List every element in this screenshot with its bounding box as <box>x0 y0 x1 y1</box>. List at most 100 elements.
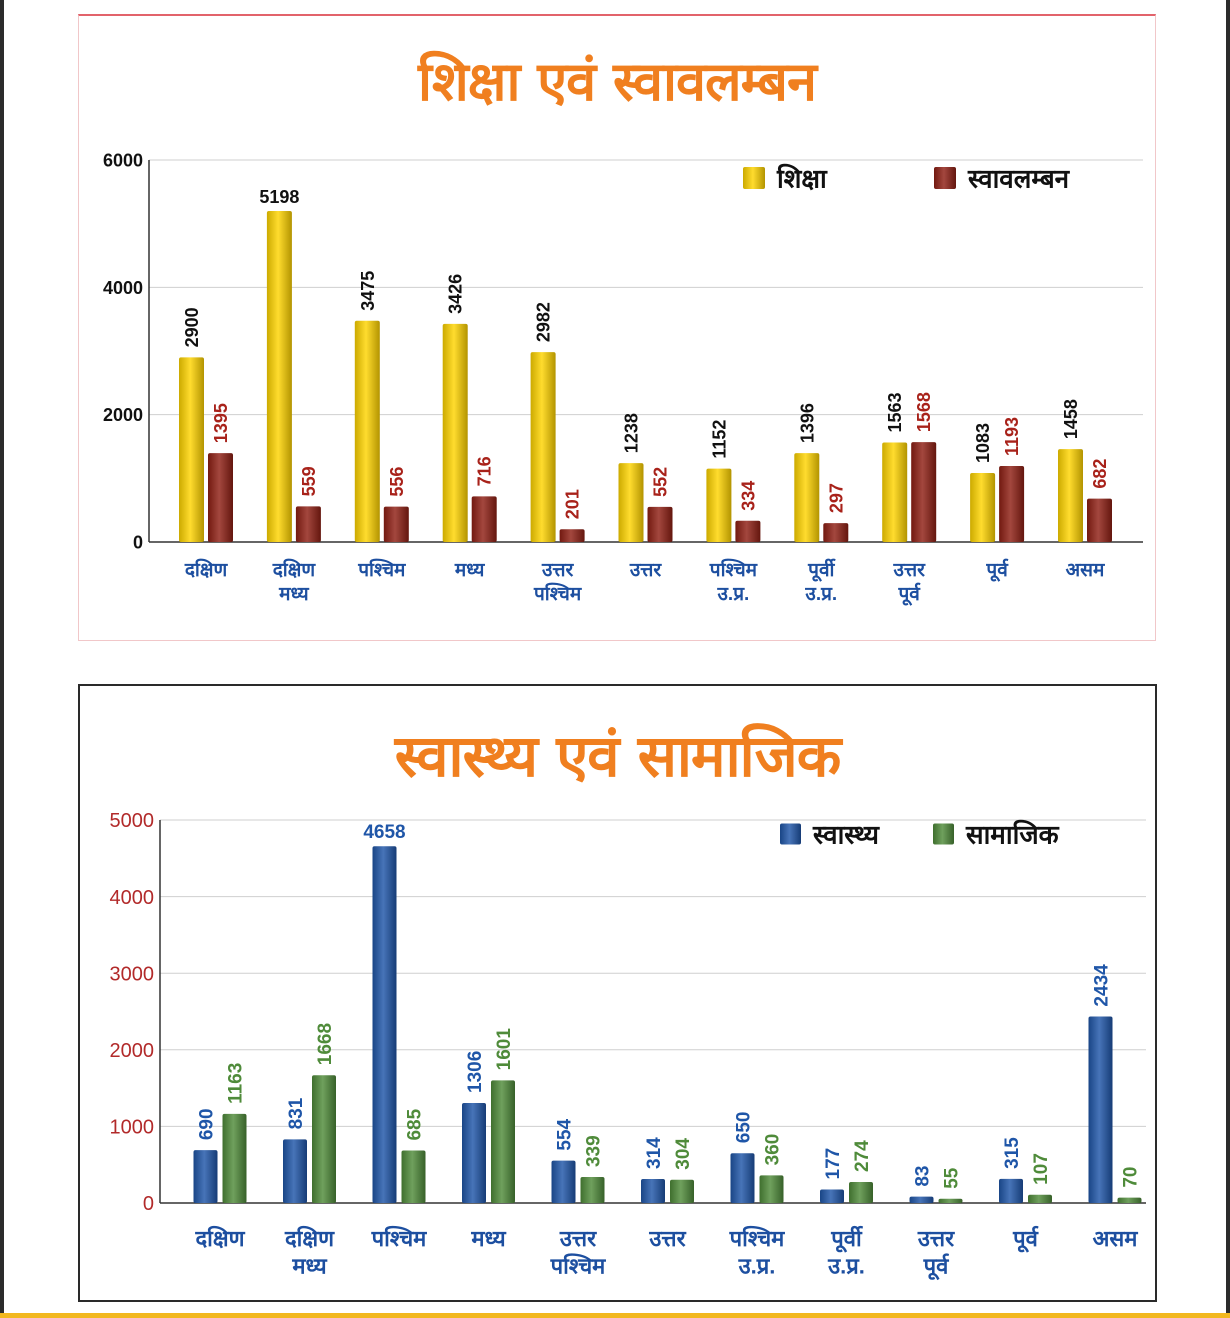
category-label: उत्तर पूर्व <box>917 1226 955 1281</box>
left-edge-strip <box>0 0 4 1318</box>
bar <box>193 1150 218 1203</box>
data-label: 1306 <box>465 1051 486 1093</box>
category-label: पूर्व <box>985 558 1009 582</box>
data-label: 1568 <box>914 392 934 432</box>
y-tick-label: 2000 <box>103 405 143 425</box>
bar <box>1087 498 1112 542</box>
data-label: 304 <box>673 1138 694 1170</box>
category-label: पश्चिम <box>371 1225 428 1251</box>
bar <box>820 1189 844 1203</box>
data-label: 1395 <box>211 403 231 443</box>
bar <box>551 1160 576 1203</box>
y-tick-label: 5000 <box>110 810 155 832</box>
bar <box>706 468 732 542</box>
y-tick-label: 4000 <box>103 278 143 298</box>
y-tick-label: 0 <box>133 532 143 552</box>
data-label: 339 <box>583 1135 604 1167</box>
legend-label: शिक्षा <box>776 163 828 193</box>
data-label: 1563 <box>885 392 905 432</box>
chart-title: शिक्षा एवं स्वावलम्बन <box>418 50 817 113</box>
bar <box>618 463 644 542</box>
bar <box>354 320 380 542</box>
bar <box>670 1179 694 1203</box>
data-label: 177 <box>823 1148 844 1180</box>
bar <box>999 466 1025 542</box>
data-label: 2982 <box>534 302 554 342</box>
data-label: 556 <box>387 467 407 497</box>
bar <box>559 529 585 542</box>
bar <box>1058 449 1083 542</box>
data-label: 1396 <box>797 403 817 443</box>
y-tick-label: 1000 <box>110 1117 155 1139</box>
bar <box>383 506 409 542</box>
bar <box>999 1178 1023 1203</box>
data-label: 55 <box>941 1167 962 1189</box>
y-tick-label: 4000 <box>110 887 155 909</box>
bar <box>794 453 820 542</box>
y-tick-label: 3000 <box>110 963 155 985</box>
data-label: 83 <box>912 1166 933 1187</box>
bar <box>1028 1194 1052 1203</box>
y-tick-label: 0 <box>143 1193 154 1215</box>
data-label: 3475 <box>358 271 378 311</box>
data-label: 831 <box>286 1097 307 1129</box>
bar <box>442 323 468 542</box>
data-label: 1152 <box>709 420 729 459</box>
bar <box>849 1182 873 1203</box>
bar <box>266 211 292 542</box>
data-label: 3426 <box>446 274 466 314</box>
bar <box>938 1198 963 1203</box>
data-label: 1083 <box>973 423 993 463</box>
category-label: दक्षिण मध्य <box>284 1225 335 1279</box>
bar <box>462 1102 486 1203</box>
category-label: उत्तर पश्चिम <box>533 560 582 605</box>
data-label: 2434 <box>1091 964 1112 1007</box>
bar <box>1088 1016 1113 1203</box>
bar <box>283 1139 307 1203</box>
data-label: 559 <box>299 466 319 496</box>
bar <box>372 846 397 1203</box>
category-label: पूर्वी उ.प्र. <box>804 558 837 605</box>
bar <box>647 506 673 542</box>
category-label: असम <box>1093 1226 1139 1251</box>
legend-swatch <box>933 823 954 845</box>
legend-swatch <box>934 167 956 189</box>
legend-swatch <box>780 823 801 845</box>
bar <box>208 453 233 542</box>
bar <box>970 473 996 542</box>
category-label: मध्य <box>470 1226 506 1251</box>
bar <box>530 352 556 542</box>
data-label: 650 <box>733 1112 754 1144</box>
data-label: 315 <box>1002 1137 1023 1169</box>
category-label: उत्तर पश्चिम <box>550 1226 607 1279</box>
bottom-accent-strip <box>0 1313 1230 1318</box>
data-label: 682 <box>1090 459 1110 489</box>
health-social-chart-panel: स्वास्थ्य एवं सामाजिक 0 1000 2000 3000 4000 5… <box>78 684 1157 1302</box>
data-label: 2900 <box>182 307 202 347</box>
data-label: 1668 <box>315 1023 336 1065</box>
data-label: 314 <box>644 1137 665 1169</box>
bar <box>580 1177 605 1203</box>
y-tick-label: 2000 <box>110 1040 155 1062</box>
data-label: 716 <box>475 456 495 486</box>
data-label: 360 <box>762 1134 783 1166</box>
health-social-bar-chart: 0 1000 2000 3000 4000 5000 690 1163 दक्षिण 831 166… <box>110 810 1146 1281</box>
category-label: पश्चिम उ.प्र. <box>729 1225 786 1279</box>
bar <box>491 1080 515 1203</box>
legend-swatch <box>743 167 765 189</box>
bar <box>909 1196 934 1203</box>
data-label: 1601 <box>494 1028 515 1071</box>
category-label: दक्षिण <box>194 1225 245 1251</box>
category-label: उत्तर <box>648 1226 686 1251</box>
bar <box>641 1178 665 1203</box>
data-label: 690 <box>196 1108 217 1140</box>
category-label: उत्तर <box>629 560 663 581</box>
right-edge-strip <box>1226 0 1230 1318</box>
category-label: दक्षिण मध्य <box>272 558 317 605</box>
bar <box>823 523 849 542</box>
data-label: 334 <box>738 481 758 511</box>
bar <box>222 1113 247 1203</box>
category-label: पश्चिम <box>357 558 406 581</box>
data-label: 685 <box>404 1108 425 1140</box>
data-label: 552 <box>650 467 670 497</box>
